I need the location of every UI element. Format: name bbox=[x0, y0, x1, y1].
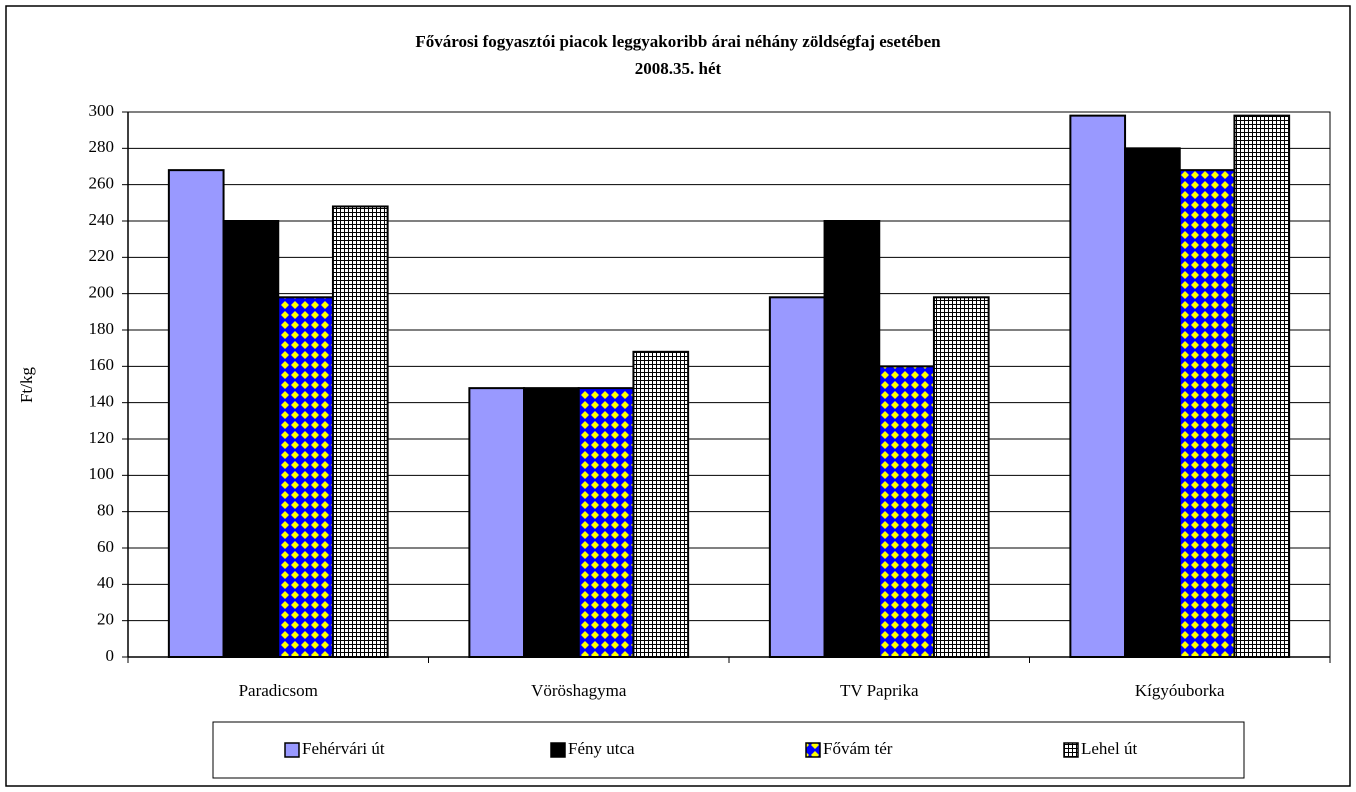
y-tick-label: 20 bbox=[97, 610, 114, 629]
bar bbox=[468, 387, 526, 658]
y-tick-label: 220 bbox=[89, 246, 115, 265]
y-tick-label: 60 bbox=[97, 537, 114, 556]
legend-label: Fehérvári út bbox=[302, 739, 385, 758]
y-tick-label: 160 bbox=[89, 355, 115, 374]
y-tick-label: 0 bbox=[106, 646, 115, 665]
bar bbox=[768, 296, 826, 658]
y-tick-label: 280 bbox=[89, 137, 115, 156]
y-tick-label: 100 bbox=[89, 464, 115, 483]
y-tick-label: 40 bbox=[97, 573, 114, 592]
bar bbox=[1124, 147, 1181, 658]
y-tick-label: 120 bbox=[89, 428, 115, 447]
y-tick-label: 80 bbox=[97, 501, 114, 520]
bar bbox=[222, 220, 280, 658]
legend-item: Fény utca bbox=[550, 739, 635, 758]
y-axis-label: Ft/kg bbox=[17, 367, 36, 403]
bar bbox=[632, 350, 690, 658]
legend-item: Fővám tér bbox=[805, 739, 893, 758]
bar bbox=[577, 387, 635, 658]
legend-swatch bbox=[284, 742, 300, 758]
y-tick-label: 300 bbox=[89, 101, 115, 120]
bar bbox=[932, 296, 990, 658]
bar bbox=[823, 220, 881, 658]
chart-subtitle: 2008.35. hét bbox=[635, 59, 722, 78]
bar bbox=[277, 296, 334, 658]
legend-swatch bbox=[550, 742, 566, 758]
legend-label: Lehel út bbox=[1081, 739, 1137, 758]
y-tick-label: 240 bbox=[89, 210, 115, 229]
x-tick-label: TV Paprika bbox=[840, 681, 919, 700]
legend-swatch bbox=[805, 742, 821, 758]
bar bbox=[878, 365, 935, 658]
y-tick-label: 180 bbox=[89, 319, 115, 338]
legend-item: Lehel út bbox=[1063, 739, 1137, 758]
y-tick-label: 260 bbox=[89, 174, 115, 193]
y-tick-label: 200 bbox=[89, 283, 115, 302]
y-tick-label: 140 bbox=[89, 392, 115, 411]
legend-item: Fehérvári út bbox=[284, 739, 385, 758]
legend-label: Fény utca bbox=[568, 739, 635, 758]
bar bbox=[331, 205, 389, 658]
legend-label: Fővám tér bbox=[823, 739, 893, 758]
bar bbox=[1178, 169, 1236, 658]
x-tick-label: Kígyóuborka bbox=[1135, 681, 1225, 700]
x-tick-label: Vöröshagyma bbox=[531, 681, 627, 700]
chart-title: Fővárosi fogyasztói piacok leggyakoribb … bbox=[415, 32, 941, 51]
bar bbox=[523, 387, 580, 658]
legend-swatch bbox=[1063, 742, 1079, 758]
bar bbox=[167, 169, 225, 658]
bar bbox=[1069, 114, 1127, 658]
x-tick-label: Paradicsom bbox=[239, 681, 318, 700]
bar bbox=[1233, 114, 1291, 658]
